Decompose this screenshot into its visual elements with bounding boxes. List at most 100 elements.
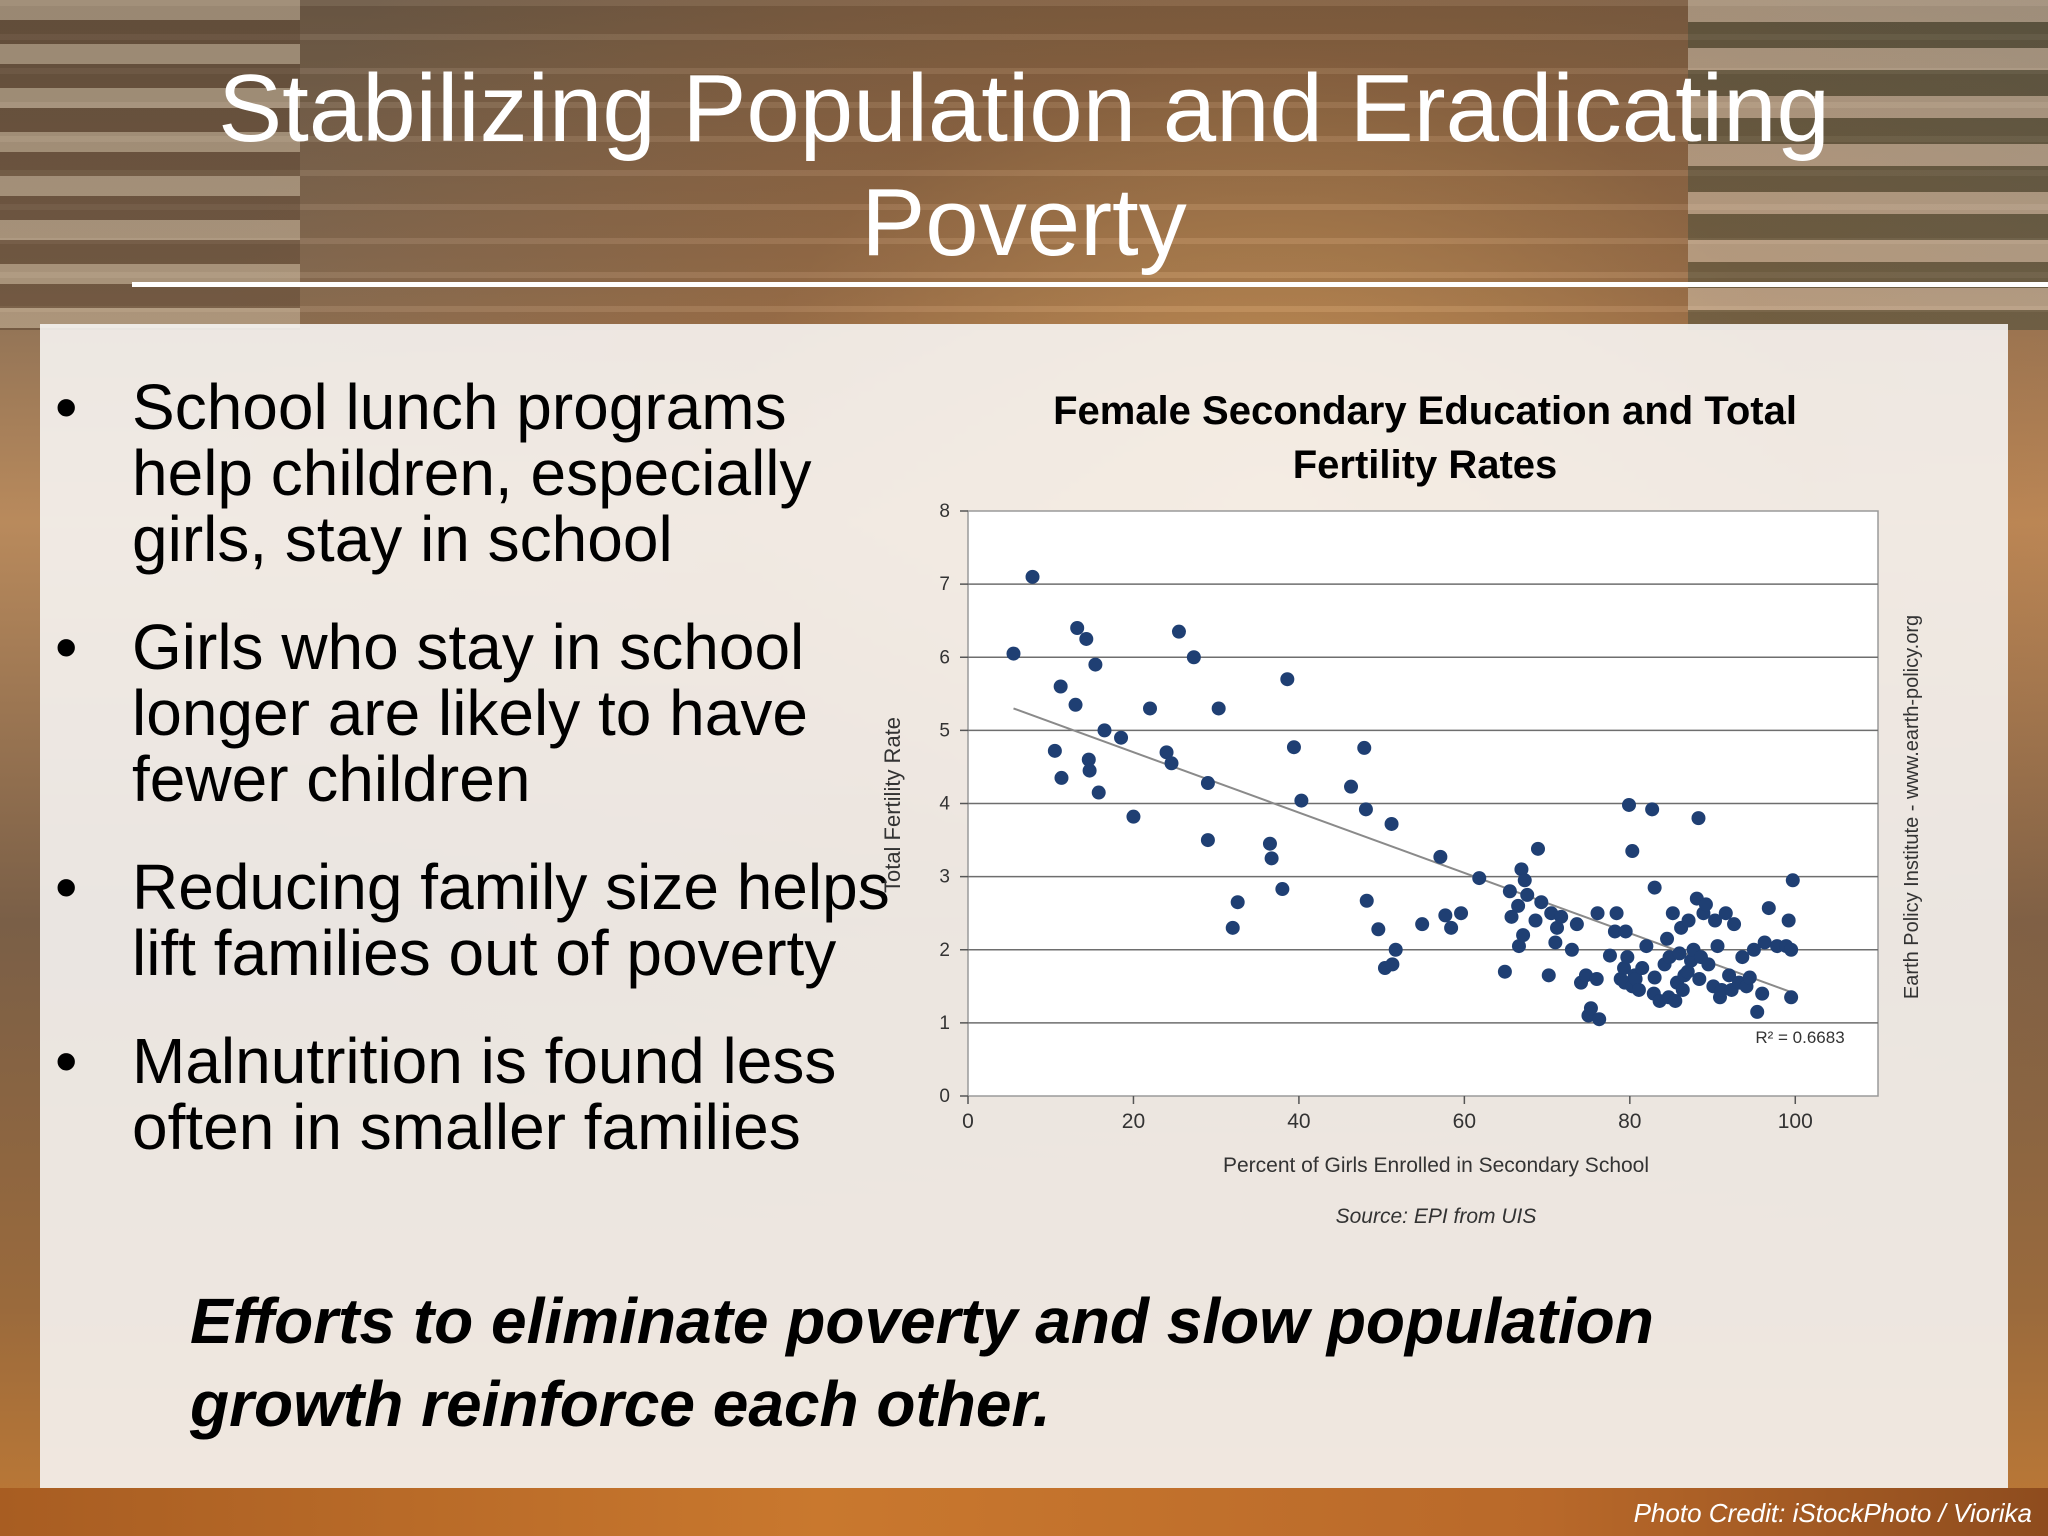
background-table-edge	[0, 1488, 2048, 1536]
data-point	[1672, 946, 1687, 961]
data-point	[1746, 942, 1761, 957]
data-point	[1647, 880, 1662, 895]
data-point	[1211, 701, 1226, 716]
data-point	[1502, 884, 1517, 899]
data-point	[1415, 917, 1430, 932]
data-point	[1359, 893, 1374, 908]
data-point	[1620, 950, 1635, 965]
data-point	[1371, 922, 1386, 937]
data-point	[1550, 920, 1565, 935]
data-point	[1114, 730, 1129, 745]
data-point	[1275, 882, 1290, 897]
data-point	[1264, 851, 1279, 866]
data-point	[1635, 961, 1650, 976]
data-point	[1578, 968, 1593, 983]
data-point	[1091, 785, 1106, 800]
data-point	[1631, 982, 1646, 997]
data-point	[1200, 833, 1215, 848]
background-book-stack-left	[0, 0, 300, 330]
data-point	[1504, 909, 1519, 924]
data-point	[1668, 993, 1683, 1008]
bullet-item: • School lunch programs help children, e…	[55, 374, 905, 572]
data-points	[1006, 569, 1800, 1027]
data-point	[1534, 895, 1549, 910]
x-tick-label: 60	[1453, 1110, 1476, 1133]
data-point	[1454, 906, 1469, 921]
data-point	[1590, 906, 1605, 921]
data-point	[1564, 942, 1579, 957]
bullet-dot: •	[55, 1025, 78, 1097]
data-point	[1784, 942, 1799, 957]
data-point	[1583, 1001, 1598, 1016]
data-point	[1126, 809, 1141, 824]
y-tick-label: 8	[939, 501, 950, 522]
data-point	[1665, 906, 1680, 921]
slide-title-line-1: Stabilizing Population and Eradicating	[218, 55, 1830, 162]
bullet-dot: •	[55, 371, 78, 443]
data-point	[1647, 970, 1662, 985]
bullet-item: • Malnutrition is found less often in sm…	[55, 1028, 905, 1160]
data-point	[1541, 968, 1556, 983]
x-axis-label: Percent of Girls Enrolled in Secondary S…	[1223, 1154, 1649, 1177]
data-point	[1714, 982, 1729, 997]
y-tick-label: 4	[939, 794, 950, 815]
data-point	[1081, 752, 1096, 767]
data-point	[1047, 743, 1062, 758]
data-point	[1618, 924, 1633, 939]
y-tick-label: 6	[939, 647, 950, 668]
x-tick-label: 40	[1287, 1110, 1310, 1133]
side-attribution-label: Earth Policy Institute - www.earth-polic…	[1901, 615, 1923, 999]
r-squared-label: R² = 0.6683	[1755, 1028, 1844, 1047]
data-point	[1164, 756, 1179, 771]
data-point	[1079, 631, 1094, 646]
data-point	[1433, 849, 1448, 864]
data-point	[1528, 913, 1543, 928]
data-point	[1186, 650, 1201, 665]
data-point	[1735, 950, 1750, 965]
background-book-stack-right	[1688, 0, 2048, 330]
chart-title: Female Secondary Education and Total Fer…	[960, 384, 1890, 492]
y-tick-label: 0	[939, 1086, 950, 1107]
data-point	[1054, 770, 1069, 785]
data-point	[1698, 897, 1713, 912]
data-point	[1589, 972, 1604, 986]
x-tick-label: 20	[1122, 1110, 1145, 1133]
data-point	[1294, 793, 1309, 808]
slide-title-line-2: Poverty	[861, 169, 1187, 276]
data-point	[1520, 887, 1535, 902]
bullet-dot: •	[55, 611, 78, 683]
data-point	[1609, 906, 1624, 921]
data-point	[1784, 990, 1799, 1005]
data-point	[1280, 672, 1295, 687]
data-point	[1511, 898, 1526, 913]
source-label: Source: EPI from UIS	[1336, 1205, 1537, 1228]
data-point	[1692, 972, 1707, 986]
bullet-item: • Girls who stay in school longer are li…	[55, 614, 905, 812]
data-point	[1607, 924, 1622, 939]
data-point	[1171, 624, 1186, 639]
data-point	[1781, 913, 1796, 928]
data-point	[1722, 968, 1737, 983]
data-point	[1262, 836, 1277, 851]
data-point	[1548, 935, 1563, 950]
data-point	[1286, 740, 1301, 755]
data-point	[1053, 679, 1068, 694]
data-point	[1592, 1012, 1607, 1027]
y-tick-label: 7	[939, 574, 950, 595]
conclusion-line-1: Efforts to eliminate poverty and slow po…	[190, 1285, 1654, 1357]
data-point	[1225, 920, 1240, 935]
data-point	[1645, 802, 1660, 817]
data-point	[1514, 862, 1529, 877]
bullet-text: Malnutrition is found less often in smal…	[132, 1025, 837, 1163]
conclusion-text: Efforts to eliminate poverty and slow po…	[190, 1280, 1890, 1446]
data-point	[1660, 931, 1675, 946]
data-point	[1602, 948, 1617, 963]
data-point	[1530, 841, 1545, 856]
x-tick-label: 100	[1778, 1110, 1813, 1133]
y-tick-label: 3	[939, 867, 950, 888]
data-point	[1384, 816, 1399, 831]
trendline	[1013, 707, 1796, 995]
data-point	[1617, 961, 1632, 976]
